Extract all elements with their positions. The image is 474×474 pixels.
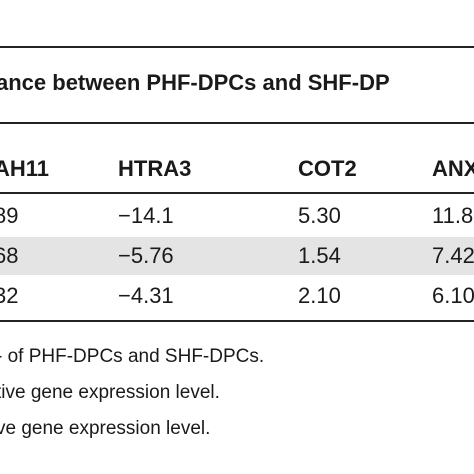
table-cell: −4.31 <box>118 283 174 308</box>
table-cell: 68 <box>0 243 19 268</box>
column-header-htra3: HTRA3 <box>118 156 192 181</box>
table-title: ance between PHF-DPCs and SHF-DP <box>0 70 390 95</box>
table-cell: 6.10 <box>432 283 474 308</box>
table-cell: 32 <box>0 283 19 308</box>
footnote: - of PHF-DPCs and SHF-DPCs. <box>0 346 265 367</box>
highlighted-row-band <box>0 237 474 275</box>
table-top-rule <box>0 46 474 48</box>
table-cell: −14.1 <box>118 203 174 228</box>
table-cell: 2.10 <box>298 283 341 308</box>
footnote: tive gene expression level. <box>0 382 220 403</box>
table-cell: 11.8 <box>432 203 474 228</box>
footnote: ve gene expression level. <box>0 418 211 439</box>
table-bottom-rule <box>0 320 474 322</box>
column-header-cot2: COT2 <box>298 156 357 181</box>
table-cell: 89 <box>0 203 19 228</box>
table-cell: 5.30 <box>298 203 341 228</box>
column-header-anx: ANX <box>432 156 474 181</box>
title-rule <box>0 122 474 124</box>
table-cell: −5.76 <box>118 243 174 268</box>
table-cell: 1.54 <box>298 243 341 268</box>
header-rule <box>0 192 474 194</box>
column-header-ah11: AH11 <box>0 156 50 181</box>
table-cell: 7.42 <box>432 243 474 268</box>
